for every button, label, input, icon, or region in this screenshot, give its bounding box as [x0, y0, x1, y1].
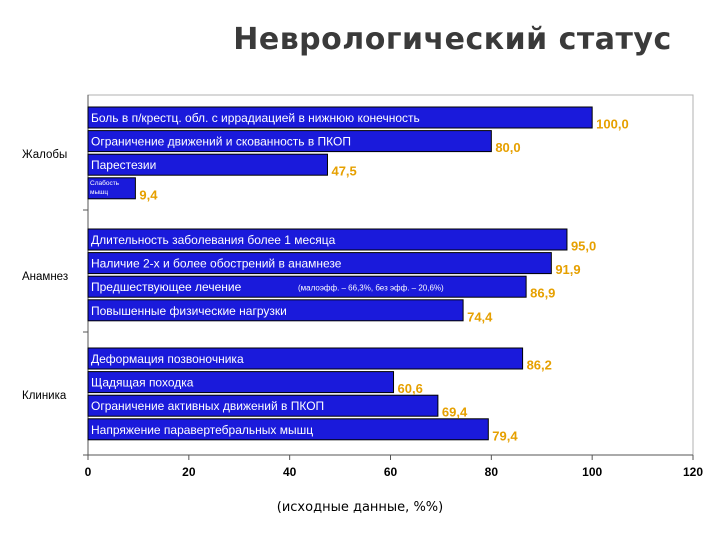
bar: [87, 153, 328, 176]
bar: [87, 347, 524, 370]
bar: [87, 130, 492, 153]
slide-title: Неврологический статус: [233, 22, 672, 57]
group-label: Жалобы: [22, 149, 67, 161]
value-label: 80,0: [495, 140, 520, 155]
bar: [87, 228, 568, 251]
value-label: 95,0: [571, 239, 596, 254]
bar: [87, 394, 439, 417]
x-tick-label: 120: [683, 465, 703, 479]
x-tick-label: 0: [85, 465, 92, 479]
bar-label: Парестезии: [91, 158, 156, 172]
value-label: 47,5: [331, 164, 356, 179]
value-label: 86,9: [530, 286, 555, 301]
bar: [87, 106, 593, 129]
bar-label: Ограничение движений и скованность в ПКО…: [91, 135, 351, 149]
value-label: 60,6: [398, 381, 423, 396]
value-label: 86,2: [527, 358, 552, 373]
value-label: 79,4: [492, 428, 518, 443]
x-tick-label: 60: [384, 465, 398, 479]
value-label: 69,4: [442, 405, 468, 420]
group-label: Анамнез: [22, 271, 68, 283]
bar-note: (малоэфф. – 66,3%, без эфф. – 20,6%): [298, 284, 444, 293]
bar-label: Наличие 2-х и более обострений в анамнез…: [91, 257, 342, 271]
bar-label: Напряжение паравертебральных мышц: [91, 423, 313, 437]
bar: [87, 177, 136, 200]
bar-label: Предшествующее лечение: [91, 280, 242, 294]
bar: [87, 299, 464, 322]
bar-label: Боль в п/крестц. обл. с иррадиацией в ни…: [91, 111, 420, 125]
bar-label: Повышенные физические нагрузки: [91, 304, 287, 318]
bar-label: Слабость: [90, 179, 120, 187]
bar: [87, 418, 489, 441]
group-label: Клиника: [22, 390, 67, 402]
bar-label: мышц: [90, 189, 108, 196]
value-label: 91,9: [555, 262, 580, 277]
value-label: 9,4: [139, 187, 158, 202]
bar-label: Щадящая походка: [91, 376, 194, 390]
bar-label: Ограничение активных движений в ПКОП: [91, 399, 324, 413]
bar: [87, 275, 527, 298]
value-label: 100,0: [596, 117, 629, 132]
value-label: 74,4: [467, 309, 493, 324]
bar-label: Длительность заболевания более 1 месяца: [91, 233, 336, 247]
bar-label: Деформация позвоночника: [91, 352, 244, 366]
x-tick-label: 80: [485, 465, 499, 479]
x-tick-label: 20: [182, 465, 196, 479]
x-tick-label: 40: [283, 465, 297, 479]
bar: [87, 252, 552, 275]
chart-caption: (исходные данные, %%): [276, 500, 444, 515]
x-tick-label: 100: [582, 465, 602, 479]
bar: [87, 371, 395, 394]
